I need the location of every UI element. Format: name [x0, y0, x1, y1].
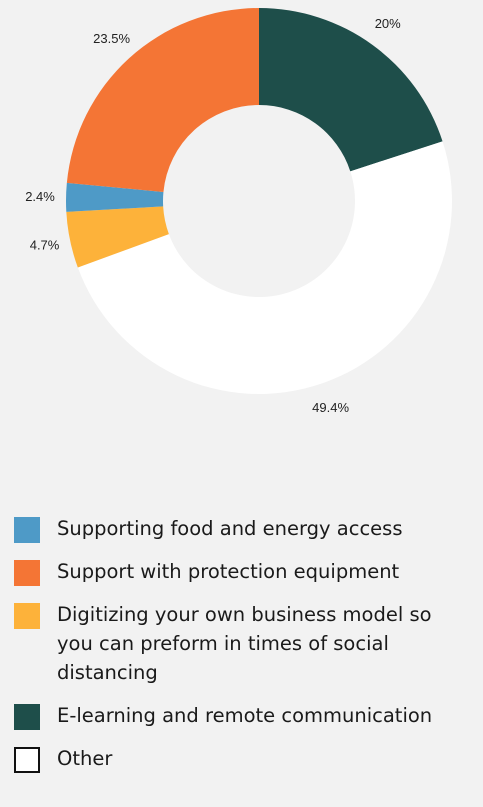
legend-swatch	[14, 747, 40, 773]
legend-item-digitizing[interactable]: Digitizing your own business model so yo…	[14, 600, 474, 687]
legend-swatch	[14, 517, 40, 543]
slice-value-label: 2.4%	[25, 189, 55, 204]
legend-label: Other	[57, 747, 113, 770]
legend-swatch	[14, 560, 40, 586]
legend-label: Supporting food and energy access	[57, 517, 403, 540]
slice-value-label: 23.5%	[93, 31, 130, 46]
slice-value-label: 20%	[375, 16, 401, 31]
legend-swatch	[14, 704, 40, 730]
legend-label: Support with protection equipment	[57, 560, 400, 583]
chart-legend: Supporting food and energy access Suppor…	[14, 514, 474, 787]
slice-value-label: 4.7%	[30, 237, 60, 252]
legend-item-e-learning[interactable]: E-learning and remote communication	[14, 701, 474, 730]
donut-slice[interactable]	[259, 8, 443, 172]
donut-chart: 20% 49.4% 4.7% 2.4% 23.5%	[25, 8, 452, 415]
slice-value-label: 49.4%	[312, 400, 349, 415]
donut-slice[interactable]	[66, 8, 260, 192]
legend-label: Digitizing your own business model so yo…	[57, 603, 432, 684]
legend-label: E-learning and remote communication	[57, 704, 433, 727]
legend-item-food-energy[interactable]: Supporting food and energy access	[14, 514, 474, 543]
donut-slice[interactable]	[66, 182, 164, 212]
donut-slice[interactable]	[77, 141, 452, 394]
donut-slice[interactable]	[66, 206, 169, 268]
legend-item-protection-equipment[interactable]: Support with protection equipment	[14, 557, 474, 586]
legend-swatch	[14, 603, 40, 629]
legend-item-other[interactable]: Other	[14, 744, 474, 773]
